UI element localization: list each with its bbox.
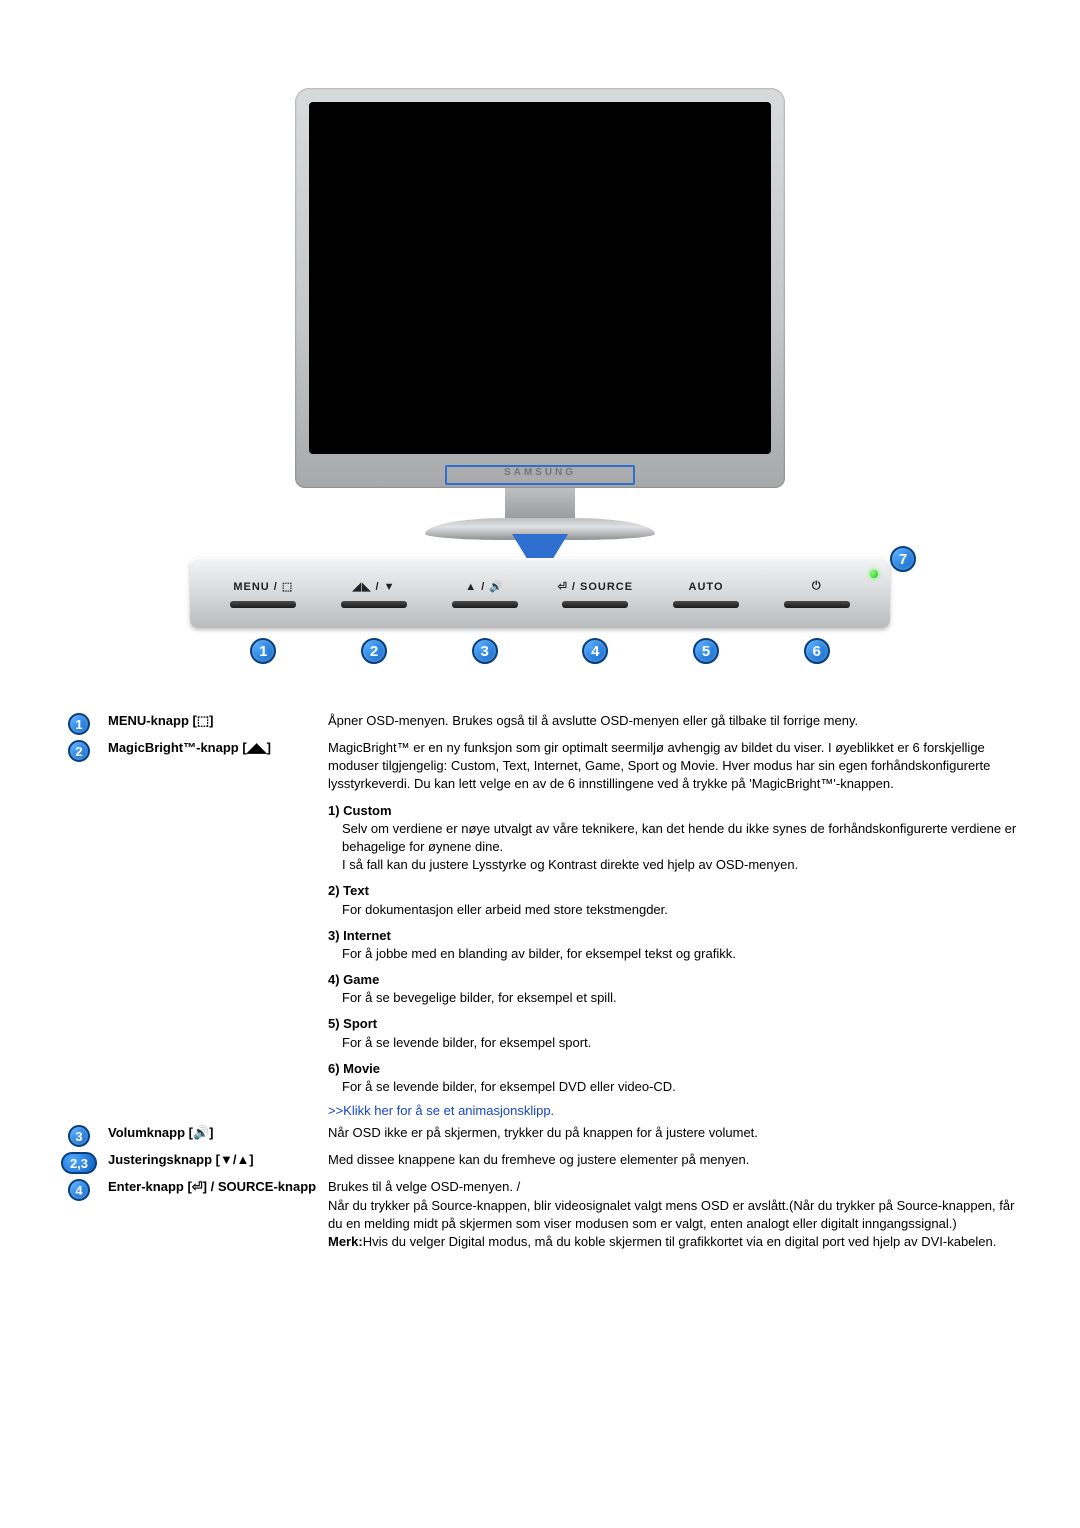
row-desc-intro: MagicBright™ er en ny funksjon som gir o… <box>328 739 1020 794</box>
callout-badge: 1 <box>250 638 276 664</box>
row-badge: 4 <box>68 1179 90 1201</box>
callout-badge: 6 <box>804 638 830 664</box>
callout-badge: 7 <box>890 546 916 572</box>
mode-title: 1) Custom <box>328 802 1020 820</box>
row-desc: Når OSD ikke er på skjermen, trykker du … <box>328 1124 1020 1142</box>
row-desc: Med dissee knappene kan du fremheve og j… <box>328 1151 1020 1169</box>
row-label: Volumknapp [🔊] <box>108 1124 318 1142</box>
strip-label: ▲ / 🔊 <box>465 579 504 595</box>
mode-body: For dokumentasjon eller arbeid med store… <box>328 901 1020 919</box>
strip-label: AUTO <box>689 579 724 595</box>
callout-7: 7 <box>890 546 916 572</box>
modes-list: 1) Custom Selv om verdiene er nøye utval… <box>328 802 1020 1097</box>
strip-slot-magicbright: ◢◣ / ▼ <box>319 579 430 608</box>
row-volume: 3 Volumknapp [🔊] Når OSD ikke er på skje… <box>60 1124 1020 1147</box>
row-desc: MagicBright™ er en ny funksjon som gir o… <box>328 739 1020 1120</box>
row-desc: Brukes til å velge OSD-menyen. / Når du … <box>328 1178 1020 1251</box>
row-label: Justeringsknapp [▼/▲] <box>108 1151 318 1169</box>
strip-slot-power: ⏻ <box>761 579 872 608</box>
mode-item: 5) Sport For å se levende bilder, for ek… <box>328 1015 1020 1051</box>
row-badge: 2 <box>68 740 90 762</box>
strip-button <box>230 601 296 608</box>
monitor-wrap: SAMSUNG <box>295 88 785 540</box>
mode-title: 6) Movie <box>328 1060 1020 1078</box>
row-enter-source: 4 Enter-knapp [⏎] / SOURCE-knapp Brukes … <box>60 1178 1020 1251</box>
mode-body: For å se bevegelige bilder, for eksempel… <box>328 989 1020 1007</box>
row-label: MagicBright™-knapp [◢◣] <box>108 739 318 757</box>
strip-label: ⏎ / SOURCE <box>558 579 633 595</box>
mode-title: 2) Text <box>328 882 1020 900</box>
row-desc: Åpner OSD-menyen. Brukes også til å avsl… <box>328 712 1020 730</box>
row-desc-line: Brukes til å velge OSD-menyen. / <box>328 1178 1020 1196</box>
row-badge: 3 <box>68 1125 90 1147</box>
mode-item: 2) Text For dokumentasjon eller arbeid m… <box>328 882 1020 918</box>
callout-badge: 5 <box>693 638 719 664</box>
mode-body: I så fall kan du justere Lysstyrke og Ko… <box>328 856 1020 874</box>
note-label: Merk: <box>328 1234 363 1249</box>
button-strip-container: MENU / ⬚ ◢◣ / ▼ ▲ / 🔊 ⏎ / SOURCE AUTO <box>190 558 890 664</box>
strip-label: MENU / ⬚ <box>233 579 293 595</box>
row-magicbright: 2 MagicBright™-knapp [◢◣] MagicBright™ e… <box>60 739 1020 1120</box>
strip-button <box>562 601 628 608</box>
callout-badge: 2 <box>361 638 387 664</box>
row-badge: 1 <box>68 713 90 735</box>
monitor-bezel: SAMSUNG <box>295 88 785 488</box>
monitor-figure: SAMSUNG MENU / ⬚ ◢◣ / ▼ ▲ / 🔊 <box>60 88 1020 664</box>
mode-body: Selv om verdiene er nøye utvalgt av våre… <box>328 820 1020 856</box>
row-desc-line: Når du trykker på Source-knappen, blir v… <box>328 1197 1020 1233</box>
monitor-stand-neck <box>505 488 575 518</box>
row-label: MENU-knapp [⬚] <box>108 712 318 730</box>
mode-item: 6) Movie For å se levende bilder, for ek… <box>328 1060 1020 1096</box>
monitor-screen <box>309 102 771 454</box>
mode-body: For å jobbe med en blanding av bilder, f… <box>328 945 1020 963</box>
power-led-icon <box>870 570 878 578</box>
callout-badge: 4 <box>582 638 608 664</box>
note-body: Hvis du velger Digital modus, må du kobl… <box>363 1234 997 1249</box>
description-rows: 1 MENU-knapp [⬚] Åpner OSD-menyen. Bruke… <box>60 712 1020 1251</box>
mode-item: 4) Game For å se bevegelige bilder, for … <box>328 971 1020 1007</box>
mode-item: 3) Internet For å jobbe med en blanding … <box>328 927 1020 963</box>
strip-label: ⏻ <box>812 579 822 595</box>
mode-body: For å se levende bilder, for eksempel sp… <box>328 1034 1020 1052</box>
callout-badge: 3 <box>472 638 498 664</box>
row-note: Merk:Hvis du velger Digital modus, må du… <box>328 1233 1020 1251</box>
strip-slot-volume: ▲ / 🔊 <box>429 579 540 608</box>
mode-title: 5) Sport <box>328 1015 1020 1033</box>
strip-button <box>452 601 518 608</box>
button-strip: MENU / ⬚ ◢◣ / ▼ ▲ / 🔊 ⏎ / SOURCE AUTO <box>190 558 890 628</box>
mode-title: 3) Internet <box>328 927 1020 945</box>
row-badge: 2,3 <box>61 1152 97 1174</box>
strip-button <box>673 601 739 608</box>
strip-slot-auto: AUTO <box>651 579 762 608</box>
monitor-brand: SAMSUNG <box>504 467 576 478</box>
mode-body: For å se levende bilder, for eksempel DV… <box>328 1078 1020 1096</box>
row-adjust: 2,3 Justeringsknapp [▼/▲] Med dissee kna… <box>60 1151 1020 1174</box>
mode-title: 4) Game <box>328 971 1020 989</box>
page-root: SAMSUNG MENU / ⬚ ◢◣ / ▼ ▲ / 🔊 <box>0 0 1080 1311</box>
callout-row: 1 2 3 4 5 6 <box>190 628 890 664</box>
strip-button <box>784 601 850 608</box>
animation-link[interactable]: >>Klikk her for å se et animasjonsklipp. <box>328 1102 1020 1120</box>
strip-slot-source: ⏎ / SOURCE <box>540 579 651 608</box>
strip-label: ◢◣ / ▼ <box>353 579 396 595</box>
strip-slot-menu: MENU / ⬚ <box>208 579 319 608</box>
mode-item: 1) Custom Selv om verdiene er nøye utval… <box>328 802 1020 875</box>
row-label: Enter-knapp [⏎] / SOURCE-knapp <box>108 1178 318 1196</box>
row-menu: 1 MENU-knapp [⬚] Åpner OSD-menyen. Bruke… <box>60 712 1020 735</box>
strip-button <box>341 601 407 608</box>
